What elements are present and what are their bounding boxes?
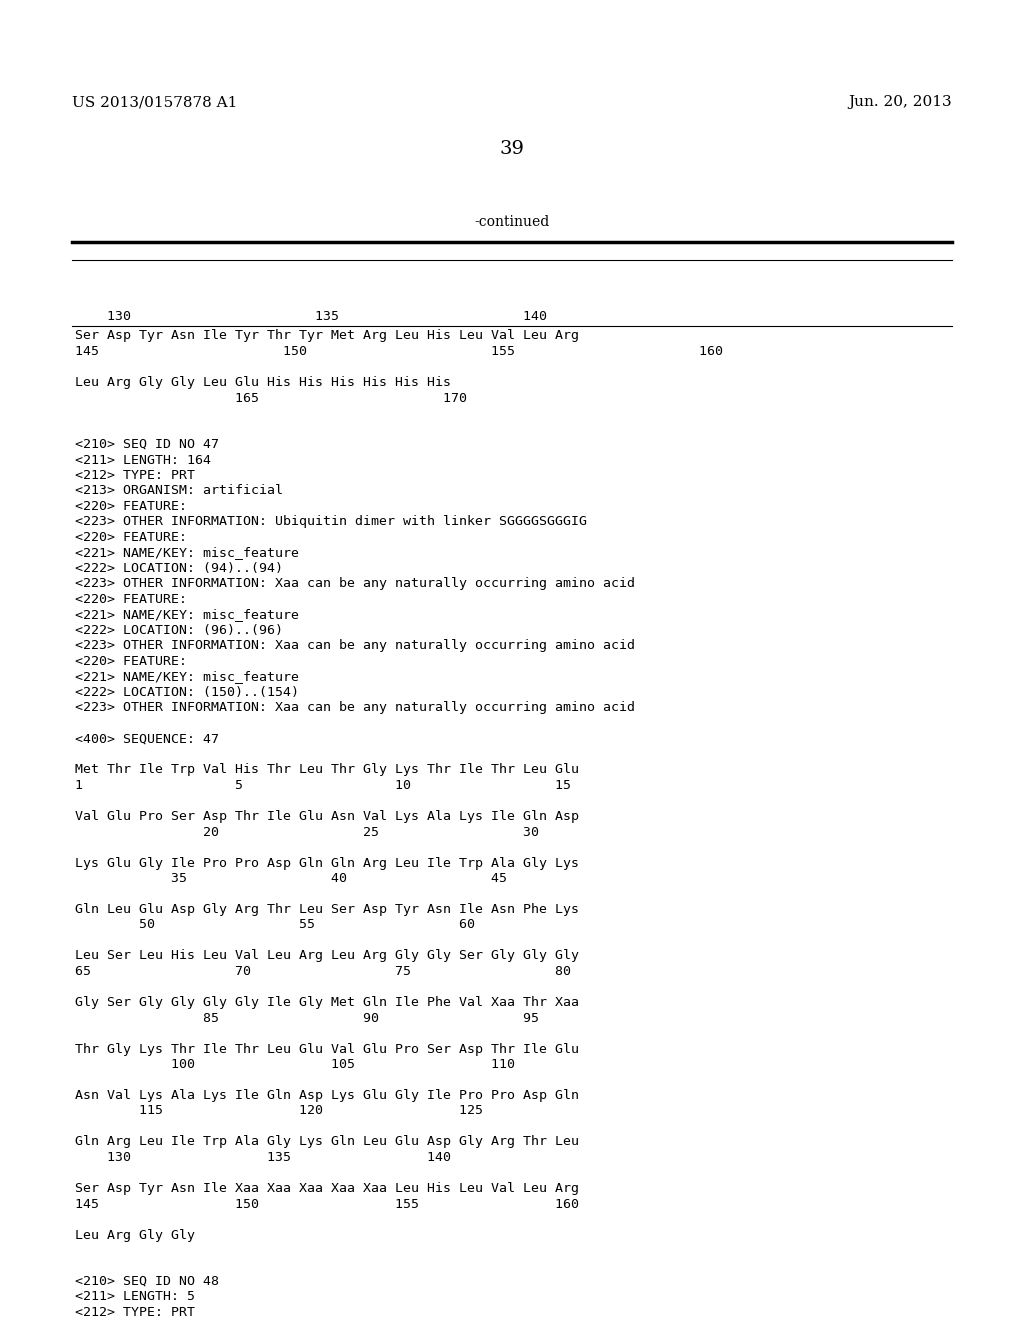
Text: <220> FEATURE:: <220> FEATURE: — [75, 500, 187, 513]
Text: Leu Arg Gly Gly: Leu Arg Gly Gly — [75, 1229, 195, 1242]
Text: Ser Asp Tyr Asn Ile Xaa Xaa Xaa Xaa Xaa Leu His Leu Val Leu Arg: Ser Asp Tyr Asn Ile Xaa Xaa Xaa Xaa Xaa … — [75, 1181, 579, 1195]
Text: Asn Val Lys Ala Lys Ile Gln Asp Lys Glu Gly Ile Pro Pro Asp Gln: Asn Val Lys Ala Lys Ile Gln Asp Lys Glu … — [75, 1089, 579, 1102]
Text: <220> FEATURE:: <220> FEATURE: — [75, 531, 187, 544]
Text: 130                 135                 140: 130 135 140 — [75, 1151, 451, 1164]
Text: Lys Glu Gly Ile Pro Pro Asp Gln Gln Arg Leu Ile Trp Ala Gly Lys: Lys Glu Gly Ile Pro Pro Asp Gln Gln Arg … — [75, 857, 579, 870]
Text: 145                 150                 155                 160: 145 150 155 160 — [75, 1197, 579, 1210]
Text: <222> LOCATION: (94)..(94): <222> LOCATION: (94)..(94) — [75, 562, 283, 576]
Text: <212> TYPE: PRT: <212> TYPE: PRT — [75, 1305, 195, 1319]
Text: <212> TYPE: PRT: <212> TYPE: PRT — [75, 469, 195, 482]
Text: 100                 105                 110: 100 105 110 — [75, 1059, 515, 1071]
Text: 115                 120                 125: 115 120 125 — [75, 1105, 483, 1118]
Text: <211> LENGTH: 5: <211> LENGTH: 5 — [75, 1291, 195, 1304]
Text: 130                       135                       140: 130 135 140 — [75, 310, 547, 323]
Text: Gln Leu Glu Asp Gly Arg Thr Leu Ser Asp Tyr Asn Ile Asn Phe Lys: Gln Leu Glu Asp Gly Arg Thr Leu Ser Asp … — [75, 903, 579, 916]
Text: <221> NAME/KEY: misc_feature: <221> NAME/KEY: misc_feature — [75, 671, 299, 684]
Text: <213> ORGANISM: artificial: <213> ORGANISM: artificial — [75, 484, 283, 498]
Text: 50                  55                  60: 50 55 60 — [75, 919, 475, 932]
Text: <220> FEATURE:: <220> FEATURE: — [75, 593, 187, 606]
Text: Leu Arg Gly Gly Leu Glu His His His His His His: Leu Arg Gly Gly Leu Glu His His His His … — [75, 376, 451, 389]
Text: 1                   5                   10                  15: 1 5 10 15 — [75, 779, 571, 792]
Text: <222> LOCATION: (150)..(154): <222> LOCATION: (150)..(154) — [75, 686, 299, 700]
Text: 35                  40                  45: 35 40 45 — [75, 873, 507, 884]
Text: <223> OTHER INFORMATION: Xaa can be any naturally occurring amino acid: <223> OTHER INFORMATION: Xaa can be any … — [75, 639, 635, 652]
Text: 85                  90                  95: 85 90 95 — [75, 1011, 539, 1024]
Text: -continued: -continued — [474, 215, 550, 228]
Text: Gly Ser Gly Gly Gly Gly Ile Gly Met Gln Ile Phe Val Xaa Thr Xaa: Gly Ser Gly Gly Gly Gly Ile Gly Met Gln … — [75, 997, 579, 1008]
Text: <221> NAME/KEY: misc_feature: <221> NAME/KEY: misc_feature — [75, 609, 299, 622]
Text: Thr Gly Lys Thr Ile Thr Leu Glu Val Glu Pro Ser Asp Thr Ile Glu: Thr Gly Lys Thr Ile Thr Leu Glu Val Glu … — [75, 1043, 579, 1056]
Text: <400> SEQUENCE: 47: <400> SEQUENCE: 47 — [75, 733, 219, 746]
Text: <223> OTHER INFORMATION: Xaa can be any naturally occurring amino acid: <223> OTHER INFORMATION: Xaa can be any … — [75, 701, 635, 714]
Text: Leu Ser Leu His Leu Val Leu Arg Leu Arg Gly Gly Ser Gly Gly Gly: Leu Ser Leu His Leu Val Leu Arg Leu Arg … — [75, 949, 579, 962]
Text: Met Thr Ile Trp Val His Thr Leu Thr Gly Lys Thr Ile Thr Leu Glu: Met Thr Ile Trp Val His Thr Leu Thr Gly … — [75, 763, 579, 776]
Text: <223> OTHER INFORMATION: Ubiquitin dimer with linker SGGGGSGGGIG: <223> OTHER INFORMATION: Ubiquitin dimer… — [75, 516, 587, 528]
Text: Gln Arg Leu Ile Trp Ala Gly Lys Gln Leu Glu Asp Gly Arg Thr Leu: Gln Arg Leu Ile Trp Ala Gly Lys Gln Leu … — [75, 1135, 579, 1148]
Text: <221> NAME/KEY: misc_feature: <221> NAME/KEY: misc_feature — [75, 546, 299, 560]
Text: <220> FEATURE:: <220> FEATURE: — [75, 655, 187, 668]
Text: Jun. 20, 2013: Jun. 20, 2013 — [848, 95, 952, 110]
Text: 145                       150                       155                       16: 145 150 155 16 — [75, 345, 723, 358]
Text: <223> OTHER INFORMATION: Xaa can be any naturally occurring amino acid: <223> OTHER INFORMATION: Xaa can be any … — [75, 578, 635, 590]
Text: US 2013/0157878 A1: US 2013/0157878 A1 — [72, 95, 238, 110]
Text: <211> LENGTH: 164: <211> LENGTH: 164 — [75, 454, 211, 466]
Text: 39: 39 — [500, 140, 524, 158]
Text: <210> SEQ ID NO 47: <210> SEQ ID NO 47 — [75, 438, 219, 451]
Text: Ser Asp Tyr Asn Ile Tyr Thr Tyr Met Arg Leu His Leu Val Leu Arg: Ser Asp Tyr Asn Ile Tyr Thr Tyr Met Arg … — [75, 330, 579, 342]
Text: 65                  70                  75                  80: 65 70 75 80 — [75, 965, 571, 978]
Text: Val Glu Pro Ser Asp Thr Ile Glu Asn Val Lys Ala Lys Ile Gln Asp: Val Glu Pro Ser Asp Thr Ile Glu Asn Val … — [75, 810, 579, 822]
Text: <222> LOCATION: (96)..(96): <222> LOCATION: (96)..(96) — [75, 624, 283, 638]
Text: 165                       170: 165 170 — [75, 392, 467, 404]
Text: <210> SEQ ID NO 48: <210> SEQ ID NO 48 — [75, 1275, 219, 1288]
Text: 20                  25                  30: 20 25 30 — [75, 825, 539, 838]
